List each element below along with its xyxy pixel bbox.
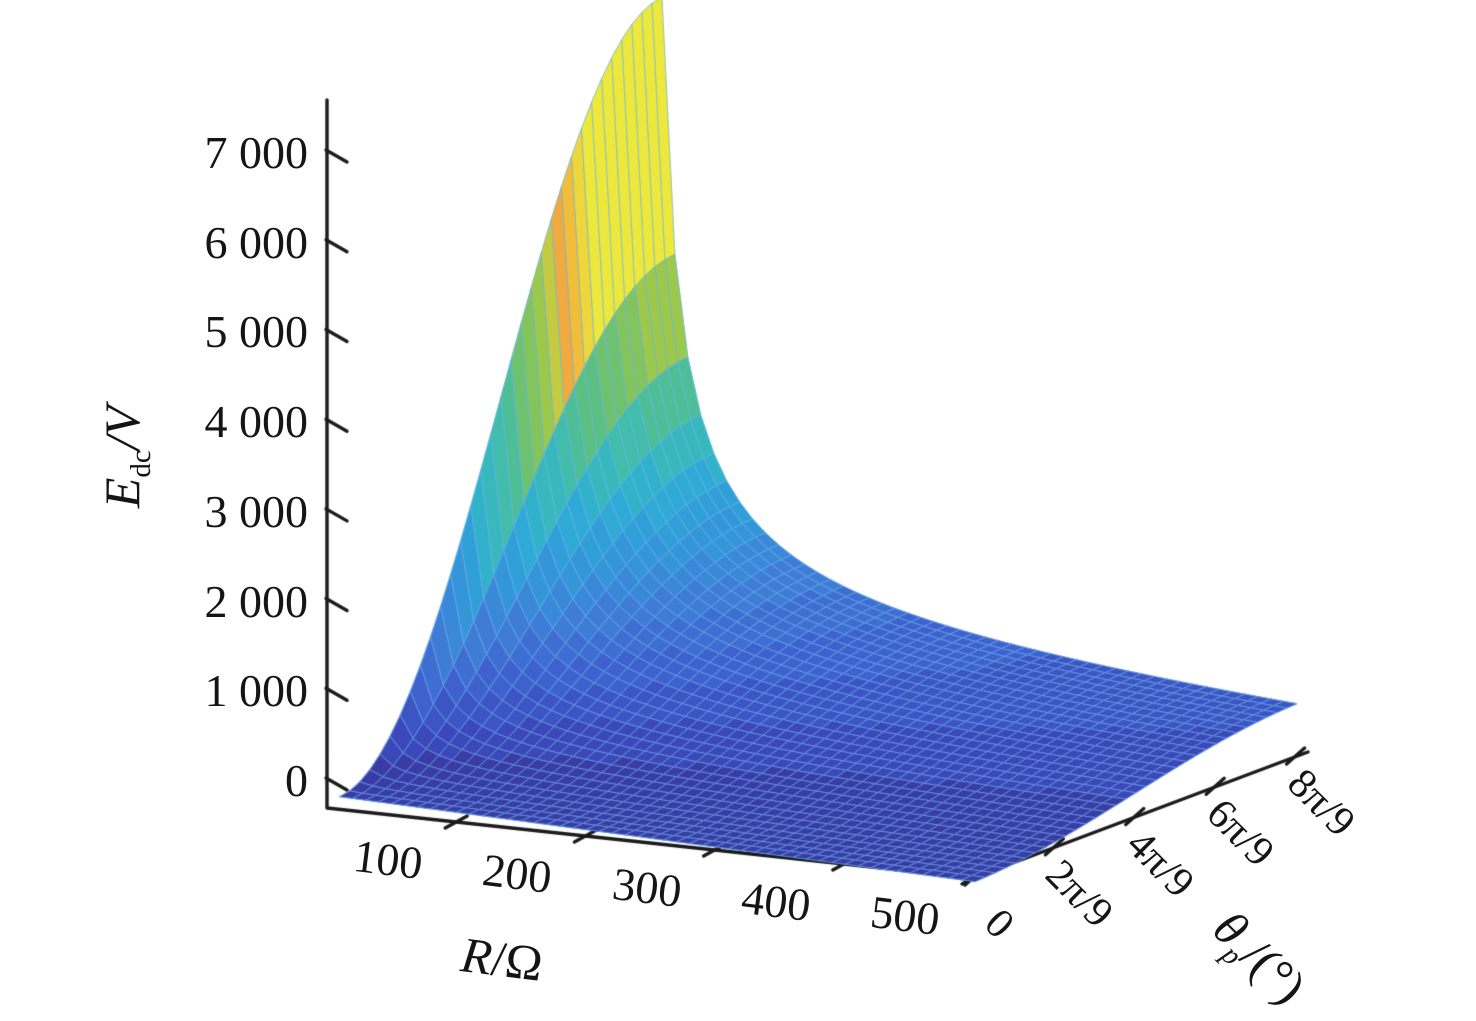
z-tick-label: 6 000 [204, 216, 309, 268]
z-tick-label: 5 000 [204, 306, 309, 358]
z-tick-label: 0 [285, 755, 308, 806]
z-tick-label: 2 000 [204, 575, 309, 627]
z-axis-label-subscript: dc [125, 450, 157, 478]
z-tick-label: 3 000 [204, 485, 309, 537]
x-axis-label-unit: /Ω [488, 929, 546, 992]
z-tick-label: 4 000 [204, 396, 309, 448]
z-tick-label: 1 000 [204, 665, 309, 717]
z-tick-label: 7 000 [204, 127, 309, 179]
